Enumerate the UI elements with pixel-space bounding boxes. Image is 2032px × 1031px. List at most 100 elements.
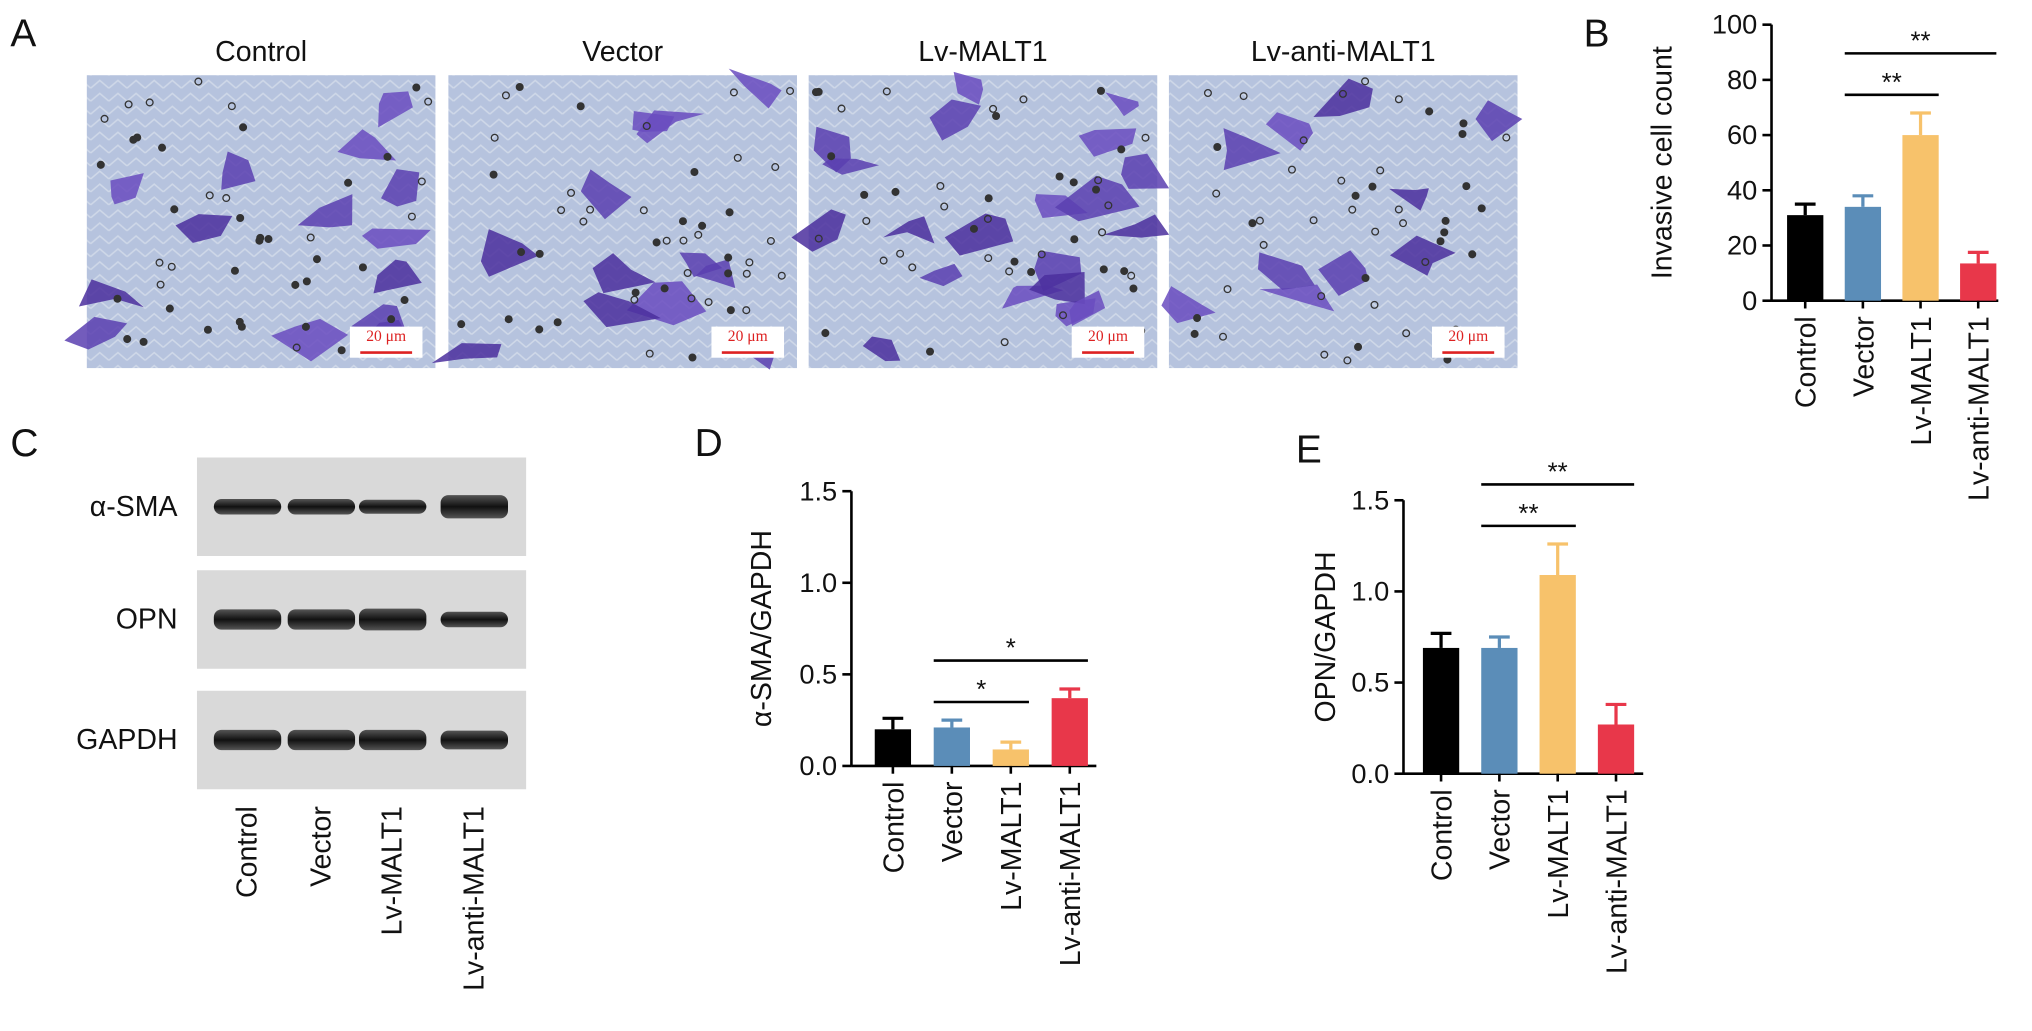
pore	[358, 263, 367, 272]
blot-band	[213, 498, 282, 515]
pore	[1399, 219, 1408, 228]
pore	[1094, 176, 1103, 185]
pore	[167, 262, 176, 271]
cell	[431, 343, 502, 364]
cell	[1161, 286, 1216, 324]
pore	[662, 236, 671, 245]
pore	[742, 306, 751, 315]
pore	[1000, 338, 1009, 347]
pore	[724, 269, 733, 278]
cell	[1223, 128, 1281, 171]
significance-label: **	[1518, 500, 1538, 528]
pore	[264, 235, 273, 244]
pore	[1376, 166, 1385, 175]
blot-band	[358, 729, 427, 751]
cell	[1069, 290, 1106, 326]
x-tick-label: Lv-anti-MALT1	[1964, 316, 1996, 501]
pore	[1223, 285, 1232, 294]
pore	[553, 318, 562, 327]
scale-label: 20 μm	[1088, 328, 1128, 345]
x-tick-label: Vector	[1848, 316, 1880, 397]
pore	[501, 91, 510, 100]
x-tick-label: Lv-anti-MALT1	[1055, 781, 1087, 966]
pore	[123, 335, 132, 344]
bar-chart: B Invasive cell count 0 20 40 60 80 100 Control V…	[1584, 9, 1999, 501]
pore	[688, 353, 697, 362]
x-tick-label: Lv-MALT1	[1906, 316, 1938, 445]
cell	[919, 263, 963, 287]
pore	[837, 104, 846, 113]
cell	[1257, 252, 1315, 290]
pore	[1037, 250, 1046, 259]
blot-row-label: GAPDH	[76, 724, 177, 756]
cell	[110, 173, 144, 205]
pore	[504, 315, 513, 324]
cell	[1265, 112, 1314, 151]
blot-band	[213, 609, 282, 630]
pore	[344, 178, 353, 187]
pore	[535, 249, 544, 258]
cell	[728, 68, 782, 109]
pore	[1027, 268, 1036, 277]
pore	[291, 280, 300, 289]
cell	[1078, 128, 1137, 157]
pore	[821, 329, 830, 338]
x-tick-label: Lv-MALT1	[1543, 789, 1575, 918]
cell	[337, 129, 397, 161]
pore	[515, 82, 524, 92]
pore	[1255, 216, 1264, 225]
cell	[78, 279, 144, 308]
cell	[580, 169, 632, 220]
bar	[1902, 135, 1939, 301]
pore	[96, 160, 105, 169]
pore	[1059, 311, 1068, 320]
pore	[925, 347, 935, 356]
panel-letter: A	[10, 13, 36, 56]
y-tick-label: 40	[1727, 174, 1757, 205]
pore	[860, 190, 869, 199]
significance-label: *	[976, 676, 986, 704]
pore	[678, 217, 687, 226]
blot-band	[287, 609, 356, 630]
cell	[862, 336, 901, 362]
western-blot: α-SMA OPN GAPDH Control Vector Lv-MALT1 Lv-ant…	[76, 457, 527, 991]
pore	[1005, 267, 1014, 276]
bar	[1539, 575, 1576, 774]
pore	[145, 98, 154, 107]
pore	[1299, 136, 1308, 145]
pore	[891, 187, 900, 196]
pore	[1239, 92, 1248, 101]
pore	[679, 236, 688, 245]
panel-letter: C	[10, 422, 38, 465]
bar	[1787, 215, 1824, 301]
pore	[1317, 292, 1326, 301]
pore	[1099, 265, 1108, 274]
pore	[301, 322, 310, 331]
pore	[158, 143, 167, 152]
cell	[1103, 214, 1170, 238]
pore	[660, 284, 669, 293]
x-tick-label: Vector	[937, 781, 969, 862]
pore	[1193, 314, 1202, 323]
pore	[1338, 89, 1347, 98]
pore	[896, 249, 905, 258]
pore	[1354, 342, 1363, 351]
pore	[1348, 205, 1357, 214]
panel-letter: E	[1296, 429, 1322, 472]
pore	[1351, 191, 1360, 200]
cell	[1055, 175, 1140, 222]
pore	[984, 254, 993, 263]
cell	[378, 91, 413, 128]
cell	[1259, 284, 1335, 312]
pore	[1458, 129, 1467, 139]
micrograph-title: Vector	[582, 36, 663, 68]
y-tick-label: 1.5	[799, 475, 837, 506]
pore	[1361, 273, 1370, 283]
pore	[645, 349, 654, 358]
pore	[742, 269, 751, 278]
cell	[1389, 188, 1429, 211]
pore	[255, 236, 264, 245]
cell	[1475, 100, 1523, 142]
pore	[1477, 204, 1486, 213]
pore	[230, 266, 239, 275]
